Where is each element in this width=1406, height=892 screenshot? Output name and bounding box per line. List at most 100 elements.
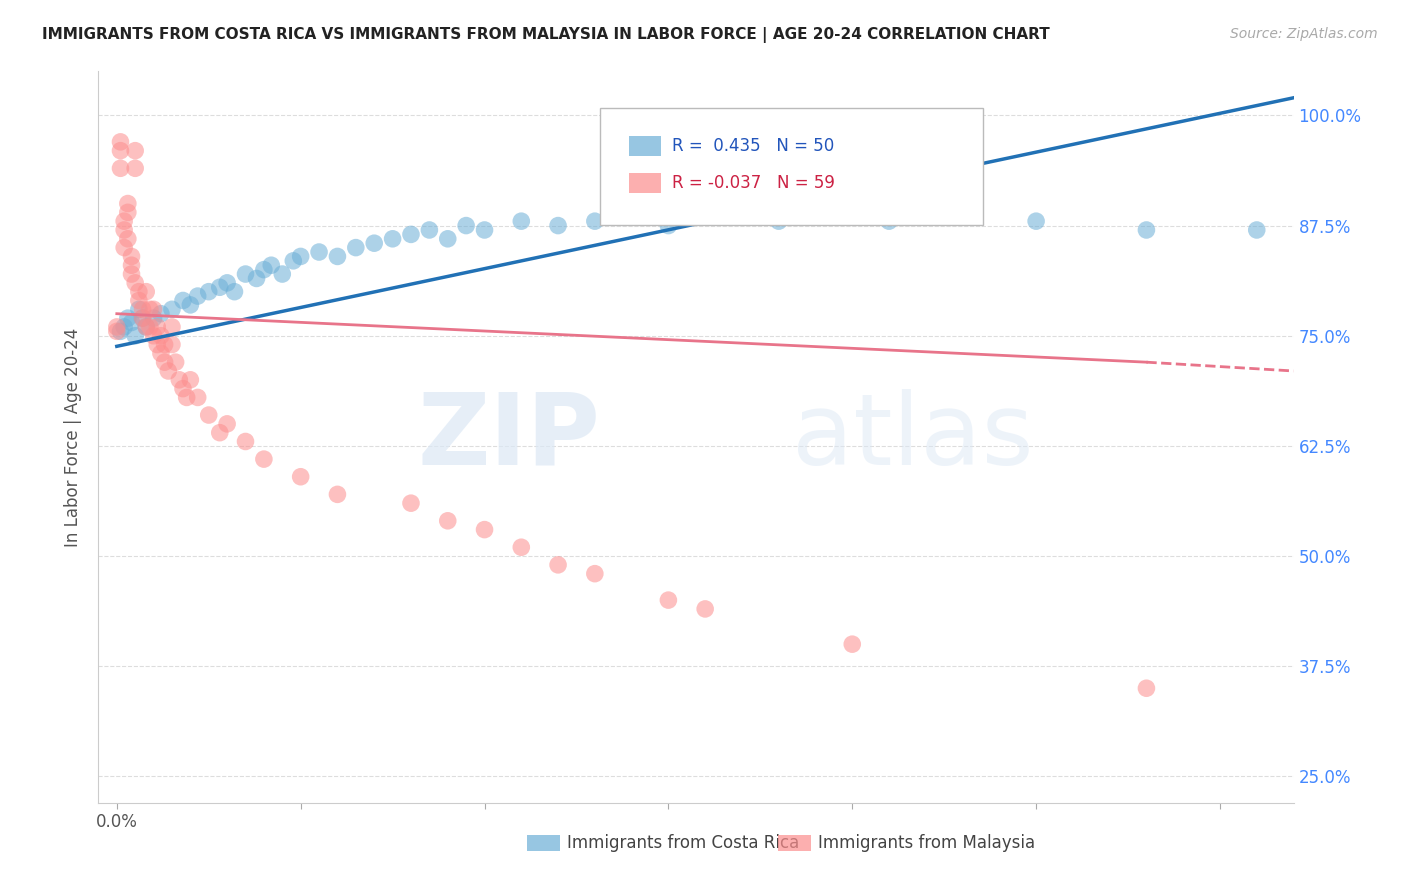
Point [121,249,143,263]
Point [474,523,496,537]
Point [657,593,679,607]
Point [1135,681,1157,696]
Text: atlas: atlas [792,389,1033,485]
Point [253,452,276,467]
Point [235,267,257,281]
Point [110,135,132,149]
Point [131,311,153,326]
Point [153,337,176,351]
Point [142,311,165,326]
Point [160,302,183,317]
Point [179,298,201,312]
FancyBboxPatch shape [628,173,661,193]
Point [841,201,863,215]
Point [149,328,172,343]
Point [418,223,440,237]
Point [399,496,422,510]
Point [1246,223,1268,237]
Point [128,293,150,308]
Point [224,285,246,299]
Point [124,161,146,176]
Point [146,320,169,334]
Point [153,355,176,369]
Point [124,328,146,343]
Point [142,302,165,317]
Point [620,210,643,224]
Point [117,205,139,219]
Point [121,267,143,281]
Point [149,346,172,360]
Text: Immigrants from Costa Rica: Immigrants from Costa Rica [567,834,799,852]
Point [157,364,180,378]
Point [160,337,183,351]
Y-axis label: In Labor Force | Age 20-24: In Labor Force | Age 20-24 [65,327,83,547]
Point [197,408,219,422]
Point [128,285,150,299]
Point [253,262,276,277]
Point [160,320,183,334]
Point [139,320,162,334]
Point [877,214,900,228]
Point [308,245,330,260]
FancyBboxPatch shape [628,136,661,156]
Point [112,214,135,228]
Point [271,267,294,281]
Point [474,223,496,237]
Point [510,214,533,228]
Text: Immigrants from Malaysia: Immigrants from Malaysia [818,834,1035,852]
Point [124,144,146,158]
Point [510,540,533,554]
Text: IMMIGRANTS FROM COSTA RICA VS IMMIGRANTS FROM MALAYSIA IN LABOR FORCE | AGE 20-2: IMMIGRANTS FROM COSTA RICA VS IMMIGRANTS… [42,27,1050,43]
Point [547,219,569,233]
Point [326,487,349,501]
Point [197,285,219,299]
Point [456,219,478,233]
Point [283,253,305,268]
Point [1025,214,1047,228]
FancyBboxPatch shape [527,835,560,851]
Point [176,391,198,405]
Point [695,210,717,224]
Point [208,280,231,294]
Point [131,311,153,326]
Point [179,373,201,387]
Point [165,355,187,369]
Point [1135,223,1157,237]
Point [260,258,283,272]
Point [235,434,257,449]
Point [187,289,209,303]
Point [731,205,754,219]
Point [131,302,153,317]
Point [217,417,239,431]
Point [914,205,936,219]
FancyBboxPatch shape [600,108,983,225]
Point [326,249,349,263]
Point [139,302,162,317]
Point [128,302,150,317]
Text: R =  0.435   N = 50: R = 0.435 N = 50 [672,137,834,155]
Point [149,307,172,321]
Point [112,320,135,334]
Text: Source: ZipAtlas.com: Source: ZipAtlas.com [1230,27,1378,41]
Point [436,514,458,528]
Point [146,337,169,351]
Point [344,241,367,255]
Point [245,271,267,285]
Text: ZIP: ZIP [418,389,600,485]
Point [290,469,312,483]
Point [112,223,135,237]
Point [208,425,231,440]
Text: R = -0.037   N = 59: R = -0.037 N = 59 [672,174,835,192]
Point [135,320,157,334]
Point [695,602,717,616]
Point [142,328,165,343]
Point [110,324,132,338]
Point [172,382,194,396]
Point [583,214,606,228]
Point [657,219,679,233]
Point [121,258,143,272]
Point [547,558,569,572]
Point [110,161,132,176]
Point [804,210,827,224]
Point [381,232,404,246]
